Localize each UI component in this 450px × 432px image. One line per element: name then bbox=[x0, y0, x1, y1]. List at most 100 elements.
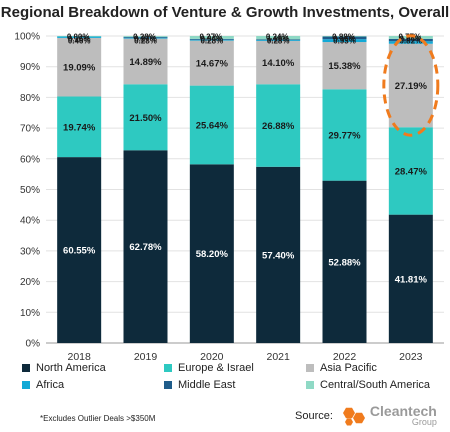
bar-segment bbox=[388, 36, 433, 39]
data-label: 19.09% bbox=[63, 63, 96, 74]
bar-segment bbox=[57, 37, 102, 97]
bar-segment bbox=[322, 36, 367, 40]
data-label: 19.74% bbox=[63, 122, 96, 133]
y-tick-label: 20% bbox=[20, 277, 40, 288]
bar-segment bbox=[57, 36, 102, 37]
x-axis-ticks: 2018 2019 2020 2021 2022 2023 bbox=[67, 351, 422, 360]
bar-segment bbox=[189, 40, 234, 86]
y-tick-label: 90% bbox=[20, 62, 40, 73]
bar-segment bbox=[57, 36, 102, 38]
bar-segment bbox=[322, 42, 367, 90]
data-label: 21.50% bbox=[129, 113, 162, 124]
data-label-small: 1.10% bbox=[267, 35, 290, 44]
legend-item: Asia Pacific bbox=[306, 362, 377, 374]
bar-segment bbox=[189, 85, 234, 165]
data-label-small: 0.28% bbox=[134, 37, 157, 46]
bar-segment bbox=[388, 38, 433, 42]
bar-segment bbox=[123, 36, 168, 38]
logo-name: Cleantech bbox=[369, 403, 437, 419]
footnote: *Excludes Outlier Deals >$350M bbox=[40, 414, 156, 423]
source-attribution: Source: Cleantech Group bbox=[295, 404, 437, 427]
data-label-small: 0.46% bbox=[68, 37, 91, 46]
bars bbox=[57, 36, 433, 343]
data-label-small: 0.28% bbox=[200, 37, 223, 46]
data-label-small: 0.16% bbox=[68, 35, 91, 44]
data-label: 14.10% bbox=[262, 58, 295, 69]
x-tick-label: 2019 bbox=[134, 351, 158, 360]
logo-group: Group bbox=[411, 417, 437, 427]
data-label: 52.88% bbox=[328, 257, 361, 268]
y-tick-label: 50% bbox=[20, 185, 40, 196]
bar-segment bbox=[123, 37, 168, 39]
y-tick-label: 100% bbox=[14, 32, 40, 43]
source-label: Source: bbox=[295, 409, 333, 422]
data-label: 58.20% bbox=[196, 249, 229, 260]
data-label: 27.19% bbox=[395, 81, 428, 92]
legend-item: Middle East bbox=[164, 379, 235, 391]
data-label-small: 0.16% bbox=[333, 35, 356, 44]
bar-segment bbox=[322, 39, 367, 43]
data-label: 28.47% bbox=[395, 166, 428, 177]
x-tick-label: 2023 bbox=[399, 351, 423, 360]
y-tick-label: 80% bbox=[20, 93, 40, 104]
y-tick-label: 40% bbox=[20, 216, 40, 227]
y-tick-label: 10% bbox=[20, 308, 40, 319]
data-label: 14.67% bbox=[196, 59, 229, 70]
data-label-small: 0.27% bbox=[199, 33, 222, 42]
bar-segment bbox=[322, 180, 367, 343]
bar-segment bbox=[256, 39, 301, 41]
data-label-small: 0.28% bbox=[133, 33, 156, 42]
y-tick-label: 60% bbox=[20, 154, 40, 165]
bar-segment bbox=[388, 127, 433, 215]
annotation-layer bbox=[382, 34, 440, 137]
legend-label: North America bbox=[36, 362, 106, 374]
legend-item: Europe & Israel bbox=[164, 362, 254, 374]
legend-swatch bbox=[22, 381, 30, 389]
chart-title: Regional Breakdown of Venture & Growth I… bbox=[0, 4, 450, 21]
data-label: 60.55% bbox=[63, 246, 96, 257]
x-tick-label: 2020 bbox=[200, 351, 224, 360]
data-label: 26.88% bbox=[262, 121, 295, 132]
data-label: 57.40% bbox=[262, 250, 295, 261]
x-tick-label: 2022 bbox=[333, 351, 357, 360]
data-label: 29.77% bbox=[328, 130, 361, 141]
data-label: 14.89% bbox=[129, 57, 162, 68]
legend-item: North America bbox=[22, 362, 106, 374]
data-label: 62.78% bbox=[129, 242, 162, 253]
bar-segment bbox=[189, 38, 234, 40]
x-tick-label: 2018 bbox=[67, 351, 91, 360]
y-tick-label: 0% bbox=[26, 339, 41, 350]
bar-segment bbox=[123, 84, 168, 151]
bar-segment bbox=[123, 150, 168, 343]
bar-segment bbox=[322, 89, 367, 181]
legend-swatch bbox=[306, 364, 314, 372]
x-tick-label: 2021 bbox=[266, 351, 290, 360]
bar-segment bbox=[388, 214, 433, 343]
bar-segment bbox=[189, 39, 234, 41]
bar-segment bbox=[256, 40, 301, 41]
bar-segment bbox=[189, 164, 234, 343]
legend-swatch bbox=[22, 364, 30, 372]
bar-segment bbox=[189, 36, 234, 39]
cleantech-logo: Cleantech Group bbox=[341, 404, 437, 427]
data-label-small: 0.88% bbox=[332, 33, 355, 42]
y-tick-label: 70% bbox=[20, 124, 40, 135]
bar-segment bbox=[123, 36, 168, 37]
bar-segment bbox=[123, 38, 168, 85]
data-label-small: 0.27% bbox=[134, 35, 157, 44]
legend-item: Central/South America bbox=[306, 379, 430, 391]
bar-segment bbox=[256, 36, 301, 40]
data-label-small: 0.00% bbox=[67, 33, 90, 42]
data-label: 25.64% bbox=[196, 120, 229, 131]
legend-label: Central/South America bbox=[320, 379, 431, 391]
legend-label: Africa bbox=[36, 379, 65, 391]
data-label-small: 0.28% bbox=[267, 37, 290, 46]
bar-segment bbox=[256, 40, 301, 85]
data-label-small: 0.94% bbox=[200, 35, 223, 44]
data-label: 15.38% bbox=[328, 61, 361, 72]
legend-swatch bbox=[306, 381, 314, 389]
data-label-small: 0.93% bbox=[333, 37, 356, 46]
bar-segment bbox=[388, 41, 433, 44]
bar-segment bbox=[256, 84, 301, 167]
highlight-ellipse bbox=[382, 34, 440, 137]
